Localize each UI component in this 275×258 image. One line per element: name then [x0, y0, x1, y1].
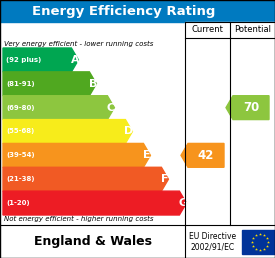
- Text: Potential: Potential: [234, 26, 271, 35]
- Text: (21-38): (21-38): [6, 176, 34, 182]
- Text: A: A: [71, 55, 79, 65]
- Text: Very energy efficient - lower running costs: Very energy efficient - lower running co…: [4, 41, 153, 47]
- Bar: [242, 230, 275, 254]
- Polygon shape: [3, 167, 168, 191]
- Text: EU Directive: EU Directive: [189, 232, 236, 241]
- Polygon shape: [181, 143, 224, 167]
- Polygon shape: [3, 143, 150, 167]
- Text: F: F: [161, 174, 169, 184]
- Text: (69-80): (69-80): [6, 105, 34, 111]
- Text: 70: 70: [243, 101, 259, 114]
- Text: 42: 42: [198, 149, 214, 162]
- Text: (92 plus): (92 plus): [6, 57, 41, 63]
- Bar: [0, 225, 275, 258]
- Polygon shape: [3, 119, 132, 143]
- Text: B: B: [89, 79, 97, 89]
- Bar: [185, 22, 275, 38]
- Polygon shape: [3, 48, 78, 72]
- Text: C: C: [107, 103, 115, 113]
- Text: (81-91): (81-91): [6, 81, 35, 87]
- Text: 2002/91/EC: 2002/91/EC: [191, 242, 235, 251]
- Text: Current: Current: [192, 26, 223, 35]
- Text: E: E: [143, 150, 151, 160]
- Text: D: D: [124, 126, 134, 136]
- Text: (1-20): (1-20): [6, 200, 30, 206]
- Polygon shape: [226, 96, 269, 119]
- Text: (55-68): (55-68): [6, 128, 34, 134]
- Text: (39-54): (39-54): [6, 152, 35, 158]
- Text: Energy Efficiency Rating: Energy Efficiency Rating: [32, 4, 215, 18]
- Text: Not energy efficient - higher running costs: Not energy efficient - higher running co…: [4, 216, 153, 222]
- Bar: [0, 0, 275, 22]
- Text: England & Wales: England & Wales: [34, 235, 152, 248]
- Text: G: G: [178, 198, 188, 208]
- Polygon shape: [3, 191, 186, 215]
- Polygon shape: [3, 96, 114, 119]
- Polygon shape: [3, 72, 97, 96]
